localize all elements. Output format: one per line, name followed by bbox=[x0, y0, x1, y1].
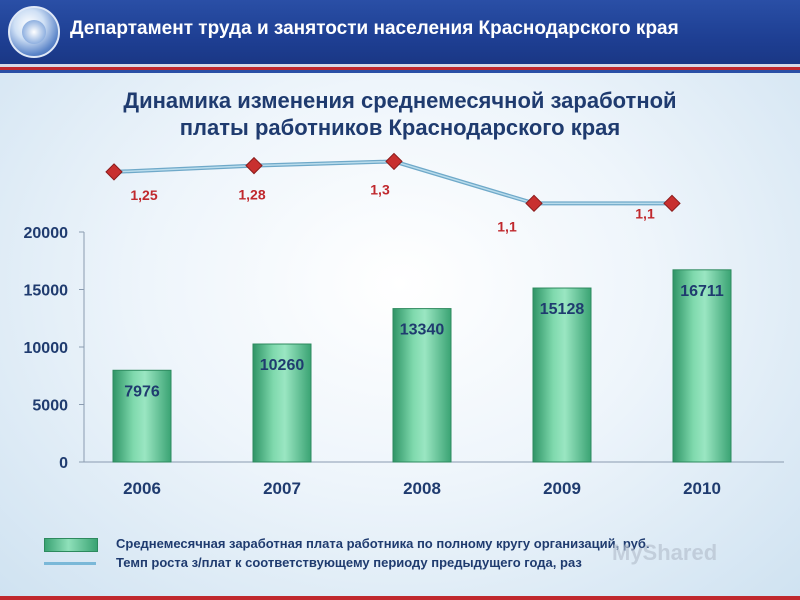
growth-value-label: 1,28 bbox=[238, 187, 265, 203]
header-divider-blue bbox=[0, 70, 800, 73]
chart-title: Динамика изменения среднемесячной зарабо… bbox=[40, 87, 760, 141]
bar-value-label: 15128 bbox=[540, 301, 585, 318]
bar bbox=[672, 269, 732, 463]
legend-label-salary: Среднемесячная заработная плата работник… bbox=[116, 536, 650, 551]
legend-item-growth: Темп роста з/плат к соответствующему пер… bbox=[40, 553, 780, 573]
y-tick-label: 0 bbox=[59, 455, 68, 472]
growth-marker bbox=[245, 156, 263, 175]
growth-marker bbox=[525, 194, 543, 213]
legend-item-salary: Среднемесячная заработная плата работник… bbox=[40, 534, 780, 554]
bar bbox=[532, 287, 592, 463]
chart-title-line-1: Динамика изменения среднемесячной зарабо… bbox=[123, 88, 677, 113]
x-tick-label: 2008 bbox=[403, 479, 441, 498]
y-tick-label: 20000 bbox=[24, 225, 69, 242]
growth-value-label: 1,1 bbox=[497, 218, 517, 234]
chart-legend: Среднемесячная заработная плата работник… bbox=[40, 532, 780, 582]
x-tick-label: 2010 bbox=[683, 479, 721, 498]
header-bar: Департамент труда и занятости населения … bbox=[0, 0, 800, 64]
bar-value-label: 7976 bbox=[124, 383, 160, 400]
x-tick-label: 2009 bbox=[543, 479, 581, 498]
department-logo-icon bbox=[8, 6, 60, 58]
legend-label-growth: Темп роста з/плат к соответствующему пер… bbox=[116, 555, 582, 570]
growth-value-label: 1,25 bbox=[130, 187, 157, 203]
legend-bar-swatch bbox=[44, 538, 98, 552]
bar bbox=[392, 308, 452, 463]
growth-value-label: 1,1 bbox=[635, 205, 655, 221]
header-title: Департамент труда и занятости населения … bbox=[70, 18, 679, 39]
chart-title-line-2: платы работников Краснодарского края bbox=[179, 115, 621, 140]
bar-value-label: 16711 bbox=[680, 283, 724, 300]
x-tick-label: 2007 bbox=[263, 479, 301, 498]
bar-value-label: 13340 bbox=[400, 322, 445, 339]
growth-marker bbox=[385, 152, 403, 171]
bar bbox=[252, 343, 312, 463]
growth-value-label: 1,3 bbox=[370, 181, 390, 197]
x-tick-label: 2006 bbox=[123, 479, 161, 498]
y-tick-label: 5000 bbox=[32, 398, 68, 415]
growth-marker bbox=[105, 163, 123, 181]
header-divider-red bbox=[0, 67, 800, 70]
footer-divider bbox=[0, 596, 800, 600]
watermark: MyShared bbox=[612, 540, 718, 565]
growth-marker bbox=[663, 194, 681, 213]
bar-value-label: 10260 bbox=[260, 357, 305, 374]
legend-line-swatch bbox=[44, 562, 96, 565]
y-tick-label: 10000 bbox=[24, 340, 69, 357]
y-tick-label: 15000 bbox=[24, 283, 69, 300]
bar bbox=[112, 369, 172, 463]
header-divider bbox=[0, 64, 800, 67]
